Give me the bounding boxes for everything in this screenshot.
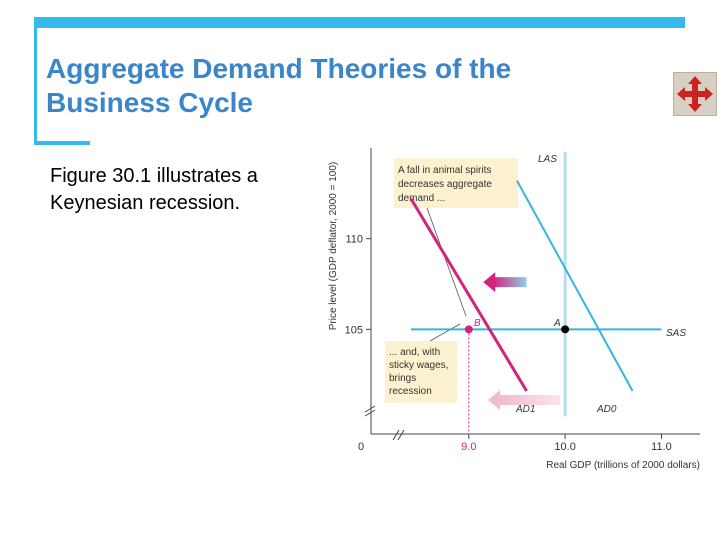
series-line-ad0 [516,180,634,392]
x-tick-label-1: 10.0 [554,441,575,453]
slide-body-line-1: Figure 30.1 illustrates a [50,165,258,187]
point-b [464,325,473,334]
x-tick-label-2: 11.0 [651,441,672,453]
shift-arrow-body-1 [493,277,527,288]
annotation-box-2 [385,341,457,403]
label-sas: SAS [666,328,686,339]
slide-title-line-2: Business Cycle [46,87,253,118]
annotation-2-line-4: recession [389,386,432,397]
x-axis-break [392,429,405,441]
title-frame-bottom-bar [34,141,90,145]
point-label-b: B [474,318,481,329]
y-tick-label-1: 110 [345,234,363,246]
y-axis-label: Price level (GDP deflator, 2000 = 100) [328,162,339,331]
label-las: LAS [538,154,557,165]
series-line-ad1 [409,198,528,392]
annotation-1-line-1: A fall in animal spirits [398,165,491,176]
annotation-2-leader [429,323,461,342]
navigation-button[interactable] [673,72,717,116]
slide-title-line-1: Aggregate Demand Theories of the [46,53,512,84]
four-way-arrows-icon [677,76,713,112]
slide-body-text: Figure 30.1 illustrates a Keynesian rece… [50,163,320,217]
title-frame-left-bar [34,17,37,145]
label-ad0: AD0 [596,404,617,415]
slide-body-line-2: Keynesian recession. [50,192,241,214]
origin-label: 0 [358,441,364,453]
x-axis-label: Real GDP (trillions of 2000 dollars) [546,460,700,471]
title-frame-top-bar [34,17,685,28]
shift-arrow-head-2 [488,390,501,411]
annotation-2-line-1: ... and, with [389,347,440,358]
annotation-1-line-3: demand ... [398,193,445,204]
y-tick-label-0: 105 [345,324,363,336]
slide-title: Aggregate Demand Theories of the Busines… [46,52,646,120]
point-a [561,325,570,334]
annotation-2-line-2: sticky wages, [389,360,448,371]
shift-arrow-body-2 [498,395,561,406]
x-tick-label-0: 9.0 [461,441,476,453]
annotation-1-line-2: decreases aggregate [398,179,492,190]
annotation-box-1 [394,158,518,208]
point-label-a: A [553,318,561,329]
label-ad1: AD1 [515,404,535,415]
annotation-1-leader [426,207,467,317]
annotation-2-line-3: brings [389,373,416,384]
y-axis-break [364,405,376,417]
shift-arrow-head-1 [483,272,496,293]
